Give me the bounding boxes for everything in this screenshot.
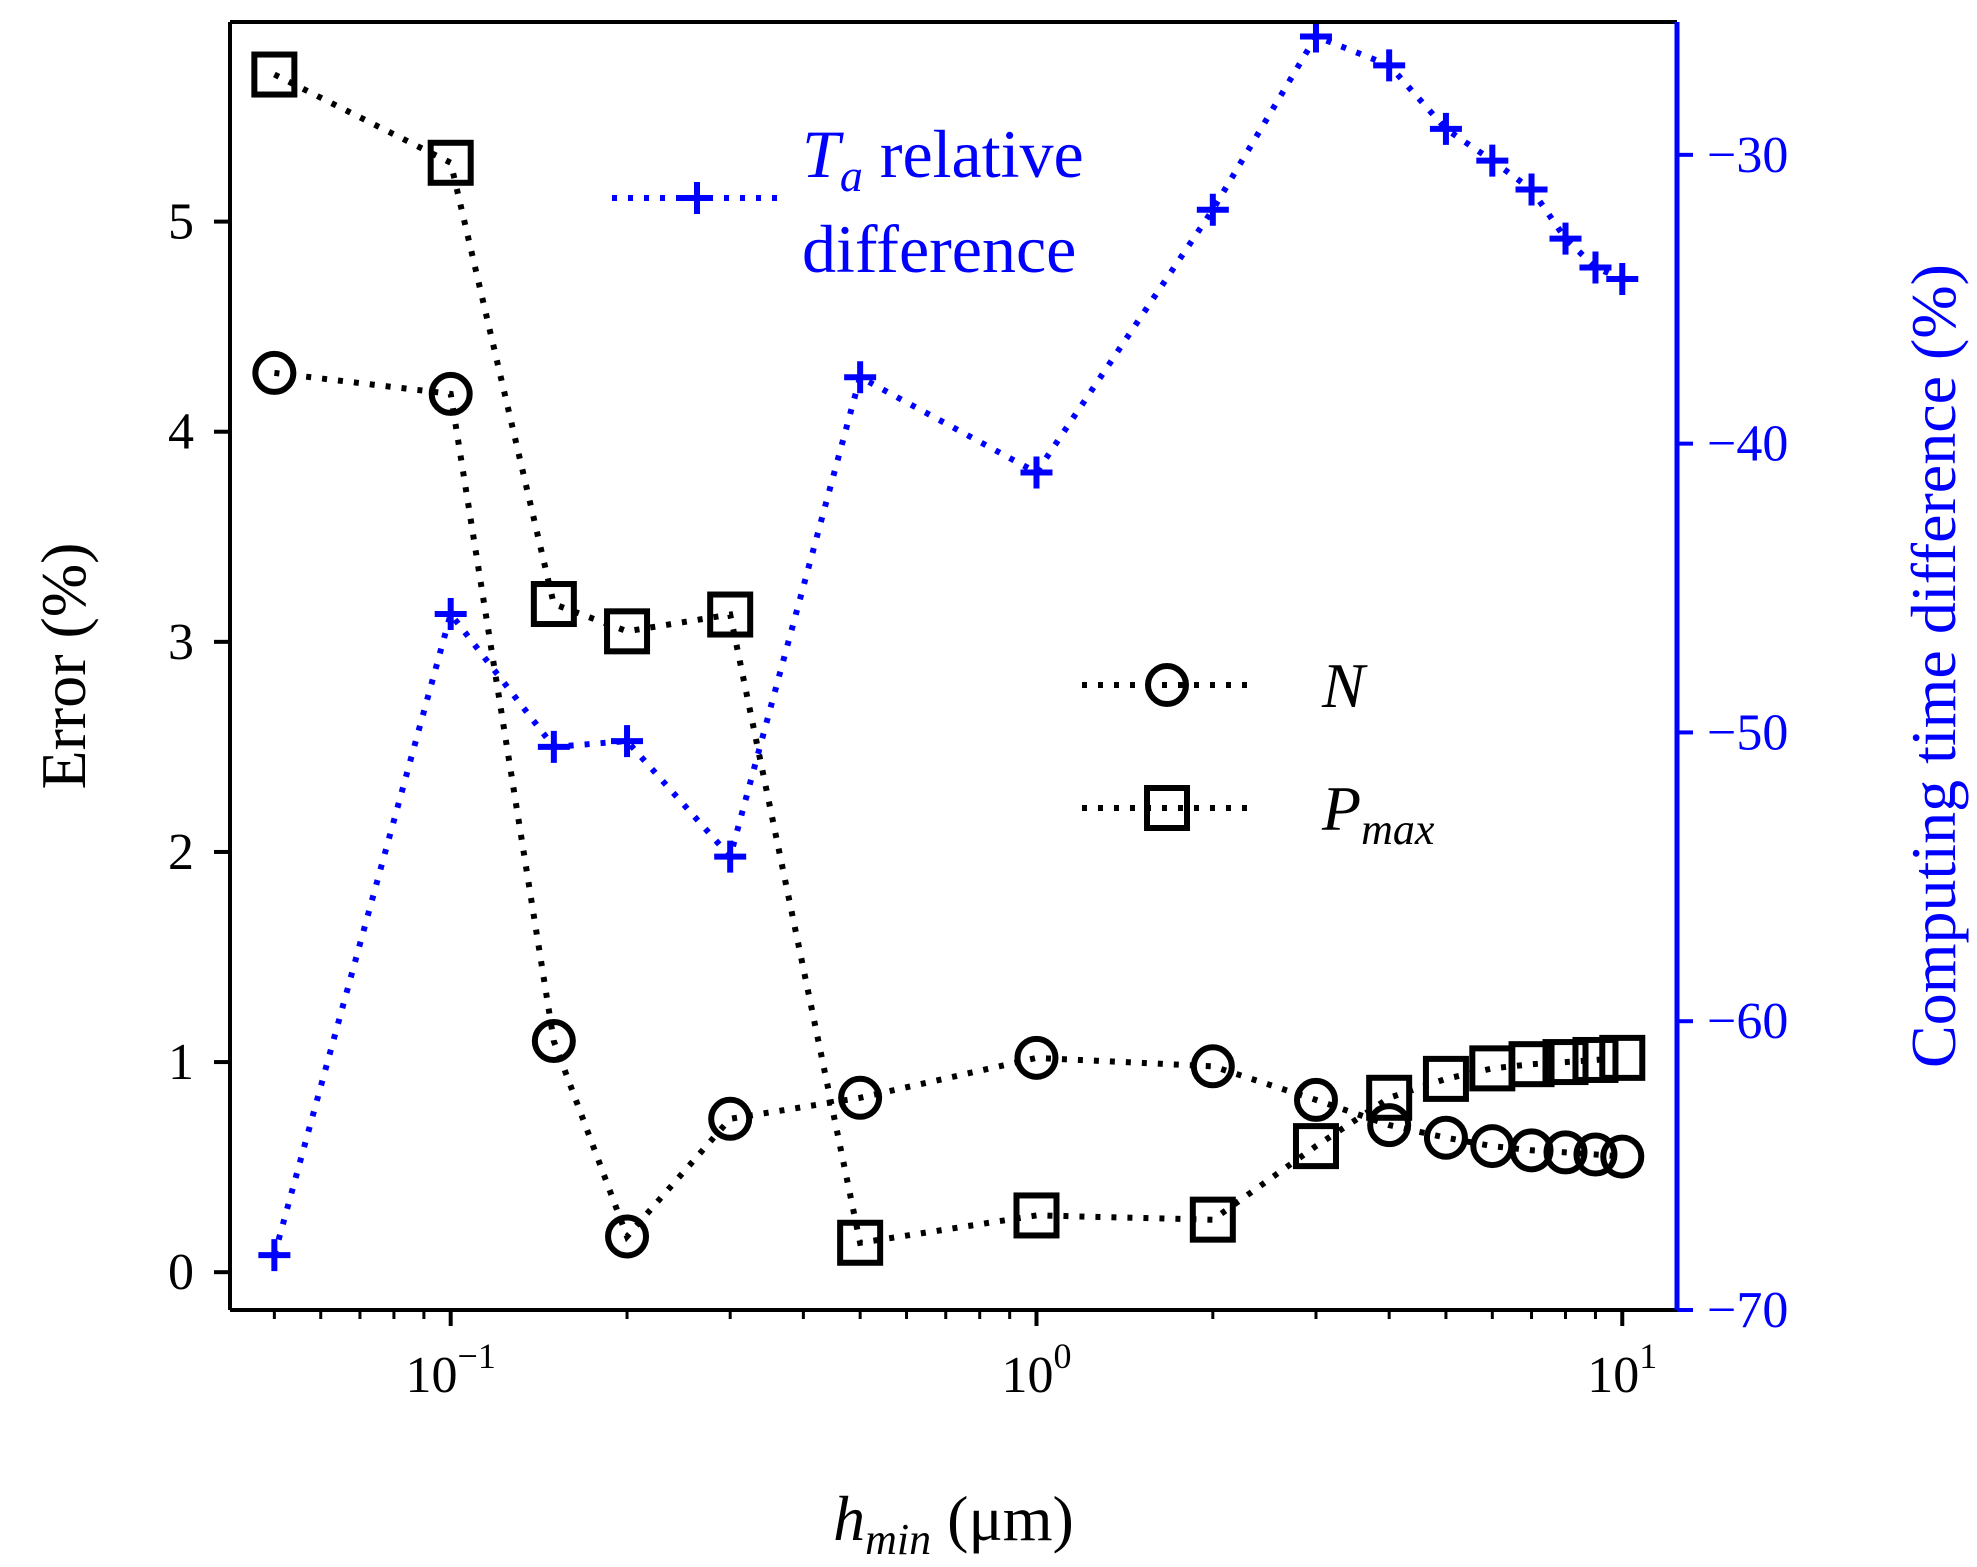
series-1-point-15	[1599, 1034, 1646, 1081]
annotation-line2: difference	[802, 211, 1076, 287]
series-2	[258, 20, 1639, 1272]
series-0-point-12	[1509, 1128, 1554, 1173]
series-2-point-15	[1606, 263, 1639, 296]
series-0-point-3	[605, 1214, 650, 1259]
series-1	[251, 51, 1646, 1266]
series-2-point-4	[714, 840, 747, 873]
series-1-point-14	[1572, 1036, 1619, 1083]
series-1-point-2	[530, 581, 577, 628]
series-1-point-3	[604, 608, 651, 655]
series-2-point-5	[844, 361, 877, 394]
y-tick-label: 5	[168, 194, 194, 251]
series-1-point-12	[1508, 1041, 1555, 1088]
y2-tick-label: −70	[1707, 1282, 1788, 1339]
series-0-point-9	[1367, 1103, 1412, 1148]
series-2-point-2	[537, 730, 570, 763]
x-tick-base: 10	[406, 1347, 458, 1404]
annotation-line1: Ta relative	[802, 116, 1084, 201]
series-0	[252, 350, 1645, 1259]
y2-tick-label: −50	[1707, 704, 1788, 761]
series-0-point-5	[838, 1075, 883, 1120]
series-1-point-0	[251, 51, 298, 98]
x-axis-label-symbol: h	[833, 1483, 865, 1554]
series-2-point-13	[1549, 222, 1582, 255]
annotation-rest: relative	[863, 116, 1084, 192]
x-tick-exponent: 1	[1639, 1336, 1657, 1376]
series-0-point-4	[708, 1096, 753, 1141]
series-2-point-11	[1476, 144, 1509, 177]
x-tick-base: 10	[1587, 1347, 1639, 1404]
y-tick-label: 1	[168, 1034, 194, 1091]
series-1-point-7	[1189, 1196, 1236, 1243]
legend-entry-0: N	[1082, 650, 1368, 721]
x-tick-label: 101	[1587, 1336, 1657, 1404]
y-tick-label: 4	[168, 404, 194, 461]
y-tick-label: 2	[168, 824, 194, 881]
series-2-point-14	[1579, 251, 1612, 284]
annotation-subscript: a	[840, 150, 863, 201]
x-tick-exponent: −1	[458, 1336, 496, 1376]
series-2-point-8	[1299, 20, 1332, 53]
y-tick-label: 0	[168, 1244, 194, 1301]
legend-label-subscript: max	[1361, 805, 1435, 854]
y2-tick-label: −30	[1707, 127, 1788, 184]
series-1-point-5	[837, 1219, 884, 1266]
series-2-point-3	[611, 725, 644, 758]
legend-marker	[1145, 663, 1189, 707]
annotation-ta: Ta relative difference	[612, 116, 1084, 287]
y-tick-label: 3	[168, 614, 194, 671]
series-0-point-7	[1190, 1044, 1235, 1089]
series-1-point-10	[1422, 1055, 1469, 1102]
y2-tick-label: −60	[1707, 993, 1788, 1050]
x-tick-exponent: 0	[1053, 1336, 1071, 1376]
series-1-point-9	[1366, 1074, 1413, 1121]
series-0-point-15	[1600, 1134, 1645, 1179]
x-tick-label: 100	[1001, 1336, 1071, 1404]
legend-entry-1: Pmax	[1082, 773, 1435, 854]
annotation-marker	[681, 182, 713, 214]
legend-label-main: P	[1321, 773, 1361, 844]
legend-label: N	[1321, 650, 1368, 721]
series-0-point-0	[252, 350, 297, 395]
series-2-point-12	[1515, 173, 1548, 206]
legend-label-main: N	[1321, 650, 1368, 721]
series-1-point-8	[1292, 1123, 1339, 1170]
series-0-point-2	[531, 1019, 576, 1064]
series-2-point-1	[434, 598, 467, 631]
x-axis-label: hmin (μm)	[833, 1483, 1074, 1564]
series-1-point-1	[427, 139, 474, 186]
x-tick-label: 10−1	[406, 1336, 496, 1404]
series-0-point-1	[428, 371, 473, 416]
y-axis-label: Error (%)	[28, 543, 99, 790]
series-1-line	[273, 71, 1623, 1247]
series-2-point-7	[1196, 193, 1229, 226]
y2-axis-label: Computing time difference (%)	[1898, 264, 1969, 1068]
x-axis-label-subscript: min	[865, 1515, 931, 1564]
series-0-point-8	[1293, 1077, 1338, 1122]
series-1-point-13	[1542, 1039, 1589, 1086]
annotation-symbol: T	[802, 116, 844, 192]
series-2-point-9	[1373, 49, 1406, 82]
series-layer	[251, 20, 1646, 1272]
x-tick-base: 10	[1001, 1347, 1053, 1404]
series-1-point-4	[707, 591, 754, 638]
series-0-point-13	[1543, 1130, 1588, 1175]
x-axis-label-unit: (μm)	[931, 1483, 1074, 1554]
series-1-point-6	[1013, 1192, 1060, 1239]
series-2-point-10	[1429, 112, 1462, 145]
legend-label: Pmax	[1321, 773, 1435, 854]
series-2-point-0	[258, 1239, 291, 1272]
y2-tick-label: −40	[1707, 416, 1788, 473]
series-0-point-10	[1423, 1115, 1468, 1160]
legend-marker	[1144, 785, 1190, 831]
series-0-point-14	[1573, 1132, 1618, 1177]
series-0-point-6	[1014, 1035, 1059, 1080]
series-2-point-6	[1020, 456, 1053, 489]
